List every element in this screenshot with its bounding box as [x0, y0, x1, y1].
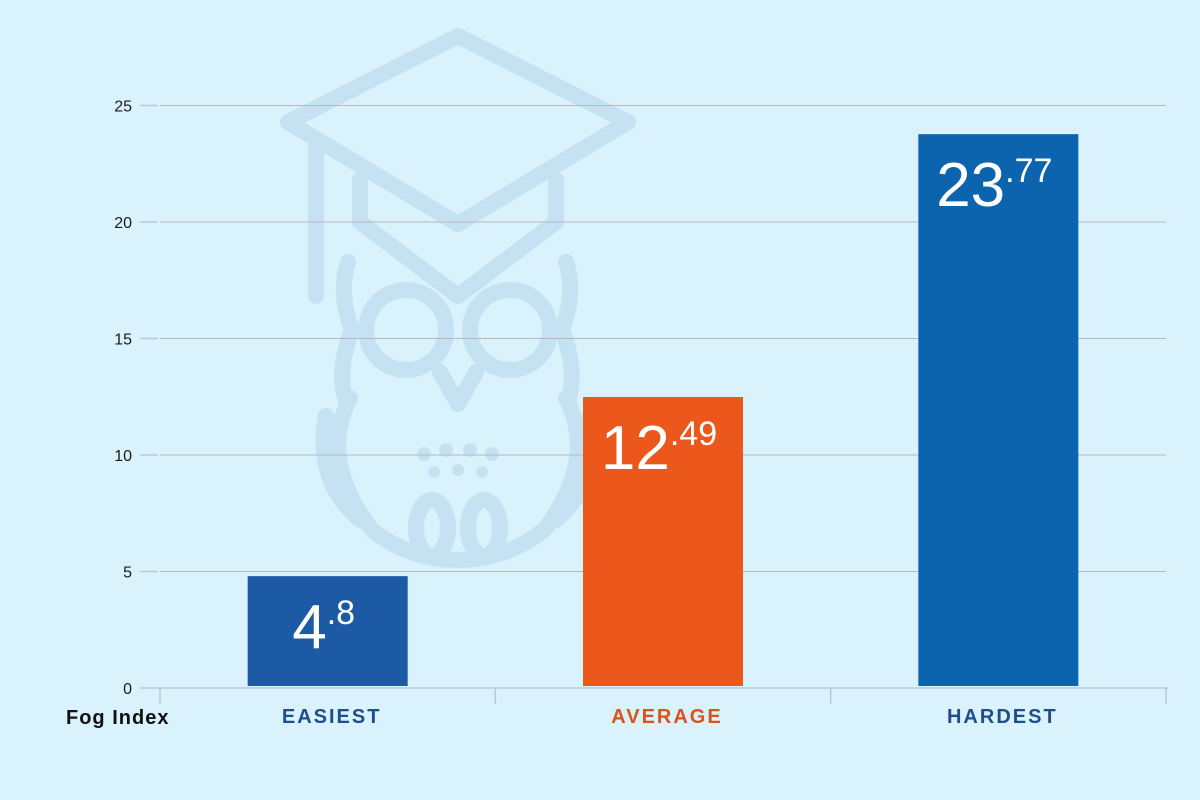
y-tick-label: 0: [123, 681, 132, 698]
y-tick-label: 5: [123, 565, 132, 582]
owl-chest-dots: [417, 443, 499, 478]
bar-value-integer: 12: [601, 414, 670, 483]
bar-value-decimal: .77: [1005, 152, 1052, 190]
y-tick-label: 10: [114, 448, 132, 465]
bar: [918, 134, 1079, 686]
x-category-label: HARDEST: [947, 706, 1058, 728]
bar-value-decimal: .49: [670, 415, 717, 453]
bars: 4.8 12.49 23.77: [247, 134, 1079, 686]
bar-value-label: 4.8: [292, 593, 355, 662]
bar: [247, 576, 408, 686]
bar-value-decimal: .8: [327, 594, 355, 632]
bar-value-label: 12.49: [601, 414, 717, 483]
bar-value-integer: 23: [936, 151, 1005, 220]
bar: [583, 396, 743, 686]
x-category-labels: EASIEST AVERAGE HARDEST: [282, 706, 1058, 728]
y-tick-label: 15: [114, 332, 132, 349]
bar-value-label: 23.77: [936, 151, 1052, 220]
x-axis-title: Fog Index: [66, 707, 169, 729]
bar-value-integer: 4: [292, 593, 326, 662]
y-axis: 0 5 10 15 20 25: [114, 99, 158, 698]
x-category-label: EASIEST: [282, 706, 382, 728]
y-tick-label: 25: [114, 99, 132, 116]
x-axis: [158, 687, 1168, 704]
owl-graduation-cap-icon: [280, 28, 636, 568]
y-tick-label: 20: [114, 215, 132, 232]
x-category-label: AVERAGE: [611, 706, 722, 728]
